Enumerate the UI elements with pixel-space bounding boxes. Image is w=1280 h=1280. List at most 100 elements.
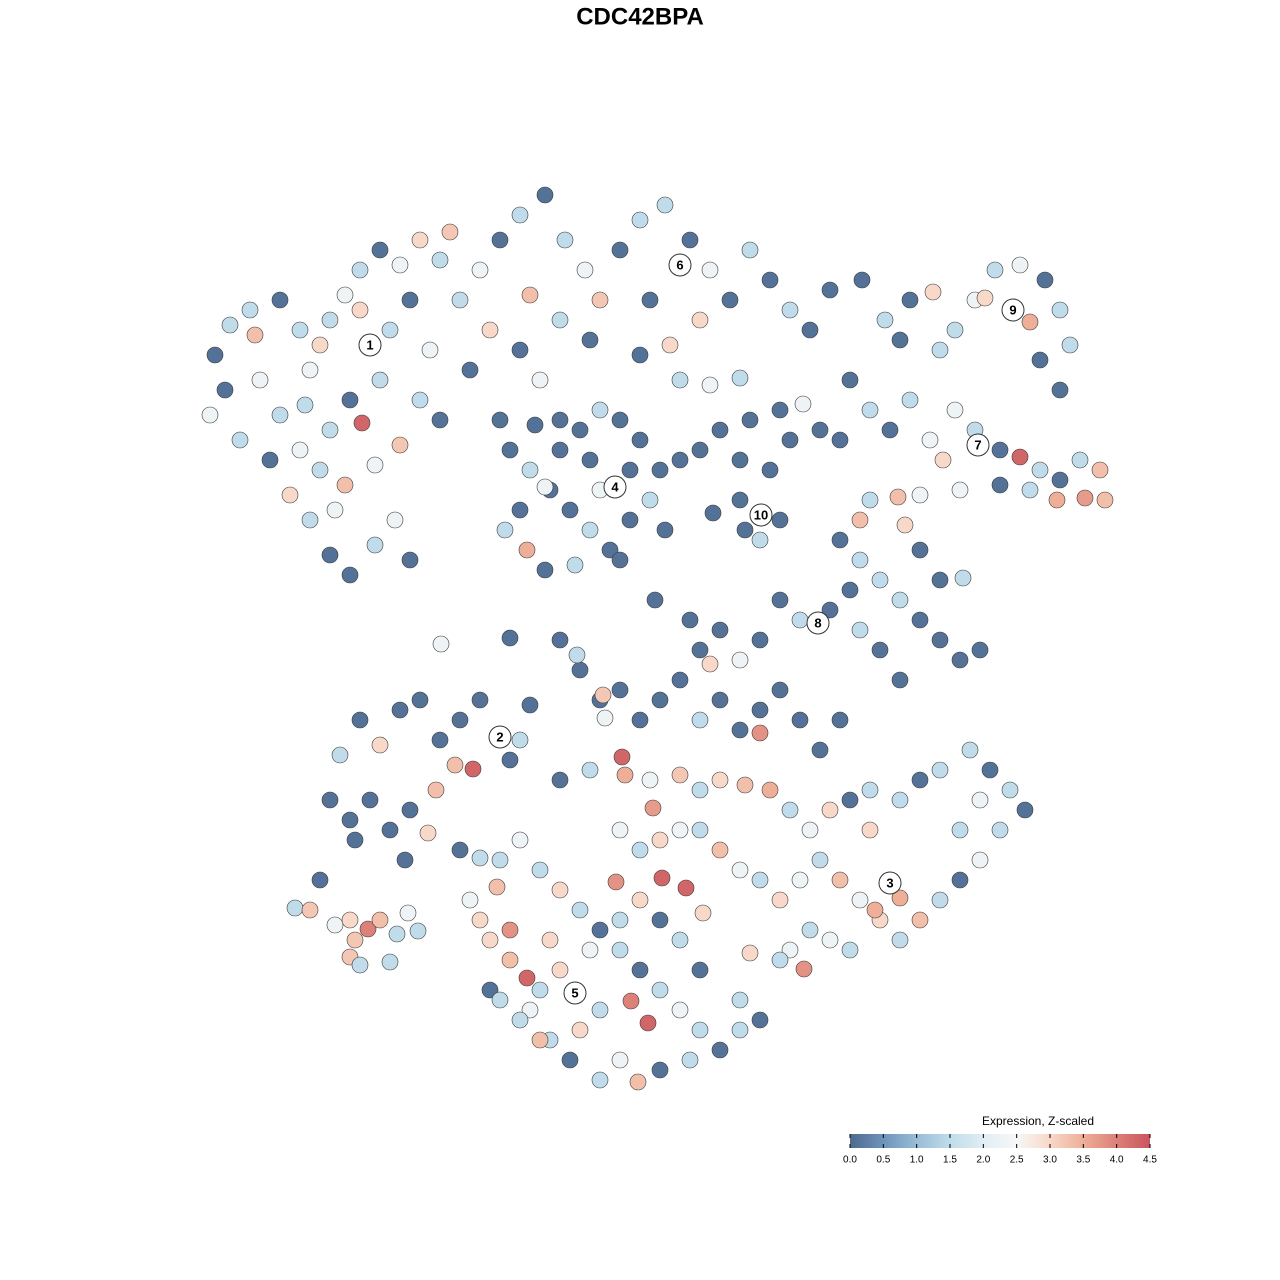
- point: [501, 951, 519, 969]
- point: [576, 261, 594, 279]
- point: [551, 631, 569, 649]
- point: [821, 801, 839, 819]
- point: [924, 283, 942, 301]
- point: [206, 346, 224, 364]
- point: [431, 251, 449, 269]
- point: [1051, 381, 1069, 399]
- point: [951, 481, 969, 499]
- point: [731, 651, 749, 669]
- cluster-label: 9: [1001, 298, 1025, 322]
- point: [711, 1041, 729, 1059]
- point: [432, 635, 450, 653]
- point: [691, 641, 709, 659]
- colorbar-title: Expression, Z-scaled: [982, 1114, 1094, 1128]
- point: [594, 686, 612, 704]
- point: [811, 421, 829, 439]
- point: [251, 371, 269, 389]
- point: [671, 1001, 689, 1019]
- point: [326, 916, 344, 934]
- point: [399, 904, 417, 922]
- point: [481, 981, 499, 999]
- point: [381, 321, 399, 339]
- point: [736, 521, 754, 539]
- point: [681, 231, 699, 249]
- point: [386, 511, 404, 529]
- point: [321, 311, 339, 329]
- point: [731, 861, 749, 879]
- point: [896, 516, 914, 534]
- cluster-label-badge: [878, 871, 902, 895]
- point: [881, 421, 899, 439]
- point: [518, 541, 536, 559]
- point: [381, 821, 399, 839]
- point: [771, 401, 789, 419]
- point: [871, 571, 889, 589]
- colorbar-tick-label: 0.0: [843, 1155, 857, 1166]
- point: [731, 1021, 749, 1039]
- point: [346, 931, 364, 949]
- point: [421, 341, 439, 359]
- point: [1011, 256, 1029, 274]
- point: [876, 311, 894, 329]
- point: [286, 899, 304, 917]
- point: [671, 451, 689, 469]
- point: [1051, 301, 1069, 319]
- point: [901, 391, 919, 409]
- cluster-label: 5: [563, 981, 587, 1005]
- point: [661, 336, 679, 354]
- point: [761, 781, 779, 799]
- point: [551, 771, 569, 789]
- point: [691, 821, 709, 839]
- point: [571, 1021, 589, 1039]
- point: [931, 761, 949, 779]
- point: [359, 920, 377, 938]
- point: [388, 925, 406, 943]
- point: [1021, 313, 1039, 331]
- point: [591, 921, 609, 939]
- point: [671, 821, 689, 839]
- point: [581, 521, 599, 539]
- point: [971, 791, 989, 809]
- point: [581, 451, 599, 469]
- point: [946, 401, 964, 419]
- cluster-label-badge: [358, 333, 382, 357]
- point: [751, 1011, 769, 1029]
- point: [471, 849, 489, 867]
- point: [201, 406, 219, 424]
- point: [551, 881, 569, 899]
- point: [366, 456, 384, 474]
- cluster-label: 8: [806, 611, 830, 635]
- point: [741, 411, 759, 429]
- point: [961, 741, 979, 759]
- point: [571, 901, 589, 919]
- point: [821, 931, 839, 949]
- point: [616, 766, 634, 784]
- point: [391, 256, 409, 274]
- point: [341, 811, 359, 829]
- point: [471, 691, 489, 709]
- point: [911, 911, 929, 929]
- cluster-label-text: 4: [611, 479, 619, 494]
- point: [694, 904, 712, 922]
- point: [731, 451, 749, 469]
- point: [451, 291, 469, 309]
- point: [401, 291, 419, 309]
- point: [571, 661, 589, 679]
- cluster-label: 7: [966, 433, 990, 457]
- point: [831, 431, 849, 449]
- point: [371, 371, 389, 389]
- point: [261, 451, 279, 469]
- point: [951, 651, 969, 669]
- point: [291, 321, 309, 339]
- point: [321, 791, 339, 809]
- point: [611, 241, 629, 259]
- point: [771, 591, 789, 609]
- point: [671, 766, 689, 784]
- point: [771, 891, 789, 909]
- point: [371, 241, 389, 259]
- point: [701, 261, 719, 279]
- point: [701, 655, 719, 673]
- point: [711, 621, 729, 639]
- point: [371, 911, 389, 929]
